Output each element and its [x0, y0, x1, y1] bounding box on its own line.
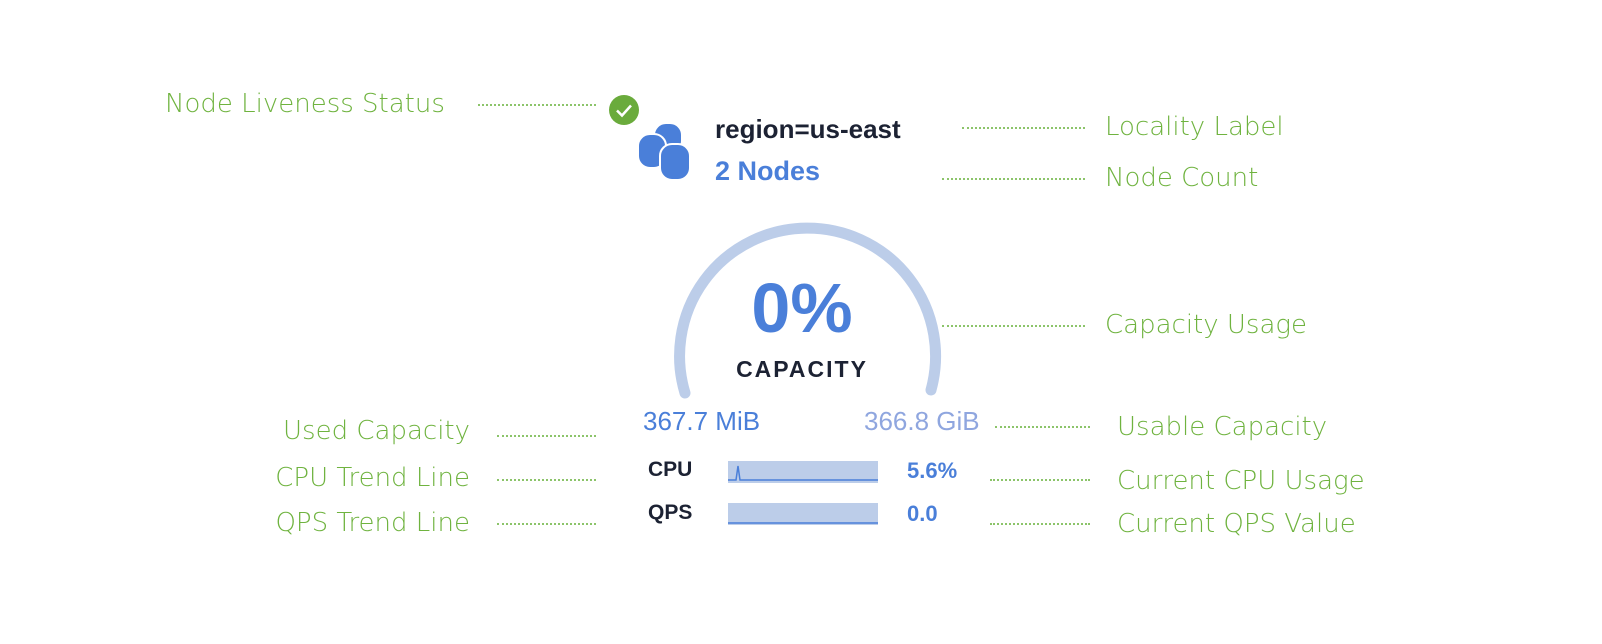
cpu-label: CPU: [648, 458, 693, 481]
cpu-sparkline: [728, 461, 878, 483]
leader-line: [497, 523, 596, 525]
annotation-node-count: Node Count: [1105, 163, 1259, 193]
qps-sparkline: [728, 503, 878, 525]
cpu-value: 5.6%: [907, 458, 958, 483]
capacity-gauge: [674, 222, 942, 399]
used-capacity: 367.7 MiB: [643, 406, 761, 436]
locality-label: region=us-east: [715, 114, 901, 144]
annotation-cpu-trend-line: CPU Trend Line: [275, 463, 470, 493]
leader-line: [990, 479, 1090, 481]
annotation-used-capacity: Used Capacity: [283, 416, 470, 446]
leader-line: [990, 523, 1090, 525]
annotation-current-cpu-usage: Current CPU Usage: [1117, 466, 1365, 496]
annotation-qps-trend-line: QPS Trend Line: [275, 508, 470, 538]
leader-line: [497, 479, 596, 481]
annotation-node-liveness-status: Node Liveness Status: [165, 89, 445, 119]
capacity-label: CAPACITY: [736, 356, 868, 382]
database-stack-icon: [637, 122, 691, 181]
qps-label: QPS: [648, 501, 693, 524]
gauge-arc: [674, 222, 942, 399]
capacity-percent: 0%: [751, 269, 853, 347]
leader-line: [942, 325, 1085, 327]
qps-value: 0.0: [907, 501, 938, 526]
leader-line: [478, 104, 596, 106]
leader-line: [497, 435, 596, 437]
annotation-usable-capacity: Usable Capacity: [1117, 412, 1328, 442]
leader-line: [942, 178, 1085, 180]
node-count[interactable]: 2 Nodes: [715, 156, 821, 186]
annotation-capacity-usage: Capacity Usage: [1105, 310, 1307, 340]
annotation-current-qps-value: Current QPS Value: [1117, 509, 1356, 539]
annotation-locality-label: Locality Label: [1105, 112, 1284, 142]
leader-line: [995, 426, 1090, 428]
usable-capacity: 366.8 GiB: [864, 406, 980, 436]
check-circle-icon: [609, 95, 639, 125]
leader-line: [962, 127, 1085, 129]
